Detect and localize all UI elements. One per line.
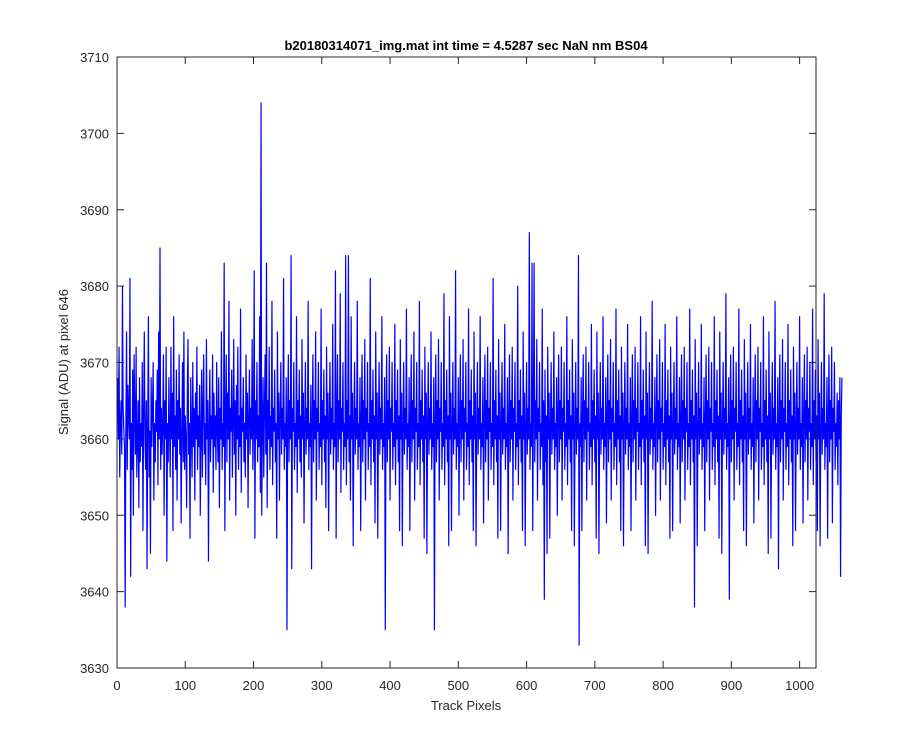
y-tick-label: 3670 (80, 356, 109, 371)
x-tick-label: 800 (652, 678, 674, 693)
y-tick-label: 3660 (80, 432, 109, 447)
y-tick-label: 3640 (80, 585, 109, 600)
y-tick-label: 3630 (80, 661, 109, 676)
y-tick-label: 3700 (80, 126, 109, 141)
plot-frame (116, 56, 817, 669)
y-axis-label: Signal (ADU) at pixel 646 (56, 289, 71, 435)
y-tick-label: 3650 (80, 508, 109, 523)
x-tick-label: 700 (584, 678, 606, 693)
x-tick-label: 100 (174, 678, 196, 693)
x-tick-label: 0 (113, 678, 120, 693)
x-axis-label: Track Pixels (431, 698, 502, 713)
ticks-layer: 0 100 200 300 400 500 600 700 800 900 1000 3630 3640… (80, 50, 816, 693)
series-line (117, 102, 843, 646)
x-tick-label: 1000 (785, 678, 814, 693)
y-tick-label: 3690 (80, 203, 109, 218)
x-tick-label: 900 (721, 678, 743, 693)
y-tick-label: 3680 (80, 279, 109, 294)
y-tick-label: 3710 (80, 50, 109, 65)
x-tick-label: 600 (516, 678, 538, 693)
x-tick-label: 500 (447, 678, 469, 693)
chart-title: b20180314071_img.mat int time = 4.5287 s… (284, 38, 648, 53)
x-tick-label: 200 (243, 678, 265, 693)
x-tick-label: 400 (379, 678, 401, 693)
x-tick-label: 300 (311, 678, 333, 693)
